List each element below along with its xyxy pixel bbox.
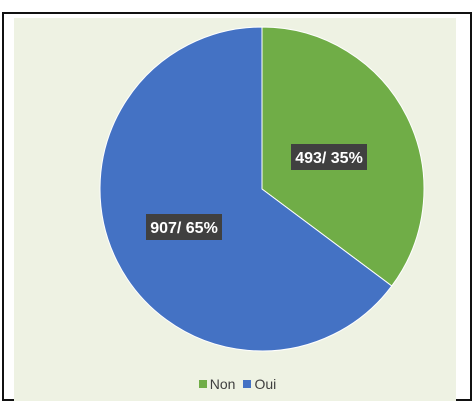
data-label-text-oui: 907/ 65%: [150, 220, 218, 237]
data-label-box-non: [291, 144, 367, 170]
legend-label-oui: Oui: [254, 376, 277, 392]
data-label-non: 493/ 35%: [291, 144, 367, 170]
data-label-box-oui: [146, 214, 222, 240]
data-label-text-non: 493/ 35%: [295, 150, 363, 167]
legend-label-non: Non: [209, 376, 236, 392]
data-label-oui: 907/ 65%: [146, 214, 222, 240]
legend: Non Oui: [0, 376, 475, 392]
pie-slice-oui[interactable]: [99, 26, 393, 352]
legend-item-non[interactable]: Non: [198, 376, 236, 392]
legend-item-oui[interactable]: Oui: [243, 376, 276, 392]
legend-swatch-oui: [243, 380, 252, 388]
legend-swatch-non: [198, 380, 207, 388]
